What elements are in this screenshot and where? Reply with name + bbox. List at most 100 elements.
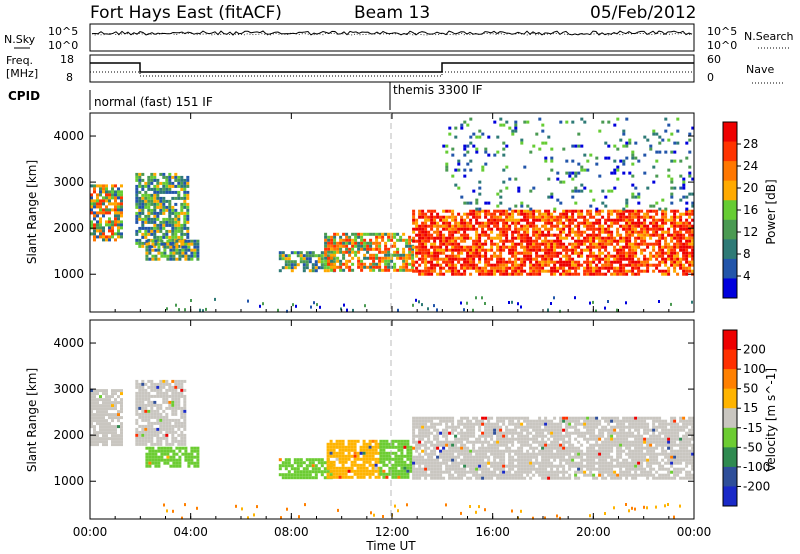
power-cell xyxy=(156,193,160,197)
velocity-cell xyxy=(144,439,148,443)
velocity-cell xyxy=(172,455,176,459)
velocity-cell xyxy=(403,472,407,476)
power-cell xyxy=(628,251,632,255)
velocity-cell xyxy=(523,458,527,462)
velocity-cell xyxy=(445,425,449,429)
velocity-cell xyxy=(379,442,383,446)
velocity-cell xyxy=(508,416,512,420)
velocity-cell xyxy=(463,425,467,429)
velocity-cell xyxy=(469,449,473,453)
power-cell xyxy=(682,263,686,267)
velocity-cell xyxy=(592,467,596,471)
velocity-cell xyxy=(308,461,312,465)
velocity-cell xyxy=(147,433,151,437)
velocity-cell xyxy=(508,428,512,432)
power-cell xyxy=(147,178,151,182)
power-cell xyxy=(151,254,155,258)
velocity-cell xyxy=(377,469,381,473)
velocity-cell xyxy=(484,473,488,477)
power-cell xyxy=(183,199,187,203)
power-cell xyxy=(193,254,197,258)
velocity-cell xyxy=(574,473,578,477)
power-cell xyxy=(601,263,605,267)
power-cell xyxy=(430,209,434,213)
power-cell xyxy=(643,135,647,139)
power-cell xyxy=(451,266,455,270)
power-cell xyxy=(607,144,611,148)
power-cell xyxy=(562,260,566,264)
power-cell xyxy=(535,248,539,252)
power-cell xyxy=(111,208,114,212)
power-cell xyxy=(565,212,569,216)
power-cell xyxy=(586,233,590,237)
power-cell xyxy=(634,141,638,145)
power-cell xyxy=(366,232,370,236)
power-cell xyxy=(340,307,342,311)
velocity-cell xyxy=(347,469,351,473)
power-cell xyxy=(421,233,425,237)
power-cell xyxy=(565,218,569,222)
power-cell xyxy=(360,247,364,251)
power-cell xyxy=(445,165,449,169)
velocity-cell xyxy=(385,475,389,479)
velocity-cell xyxy=(320,461,324,465)
velocity-cell xyxy=(159,394,163,398)
power-cell xyxy=(168,205,172,209)
power-cell xyxy=(187,248,191,252)
velocity-cell xyxy=(141,424,145,428)
velocity-cell xyxy=(505,437,509,441)
velocity-cell xyxy=(147,400,151,404)
power-cell xyxy=(478,254,482,258)
power-cell xyxy=(553,245,557,249)
velocity-cell xyxy=(326,442,330,446)
power-cell xyxy=(631,254,635,258)
velocity-cell xyxy=(502,458,506,462)
velocity-cell xyxy=(562,428,566,432)
power-cell xyxy=(454,242,458,246)
velocity-cell xyxy=(520,470,524,474)
power-cell xyxy=(661,269,665,273)
power-cell xyxy=(565,263,569,267)
power-cell xyxy=(502,141,506,145)
power-cell xyxy=(396,268,400,272)
velocity-cell xyxy=(514,431,518,435)
power-cell xyxy=(363,247,367,251)
velocity-cell xyxy=(90,437,93,441)
velocity-cell xyxy=(565,419,569,423)
power-cell xyxy=(293,266,297,270)
velocity-cell xyxy=(442,449,446,453)
power-cell xyxy=(424,272,428,276)
velocity-cell xyxy=(332,448,336,452)
power-cell xyxy=(460,215,464,219)
velocity-cell xyxy=(556,476,560,480)
power-cell xyxy=(583,221,587,225)
power-cell xyxy=(634,272,638,276)
velocity-cell xyxy=(421,434,425,438)
power-cell xyxy=(496,204,500,208)
power-cell xyxy=(532,144,536,148)
power-cell xyxy=(559,233,563,237)
power-cell xyxy=(308,257,312,261)
velocity-cell xyxy=(418,428,422,432)
power-cell xyxy=(532,257,536,261)
power-cell xyxy=(360,244,364,248)
power-cell xyxy=(595,266,599,270)
power-cell xyxy=(475,147,479,151)
power-cell xyxy=(526,242,530,246)
power-cell xyxy=(547,209,551,213)
power-cell xyxy=(610,236,614,240)
velocity-cell xyxy=(481,431,485,435)
velocity-cell xyxy=(96,413,99,417)
velocity-cell xyxy=(475,470,479,474)
velocity-cell xyxy=(156,436,160,440)
velocity-cell xyxy=(595,440,599,444)
power-cell xyxy=(679,257,683,261)
power-cell xyxy=(433,263,437,267)
power-cell xyxy=(538,236,542,240)
velocity-cell xyxy=(430,449,434,453)
power-cell xyxy=(637,224,641,228)
power-cell xyxy=(457,242,461,246)
power-cell xyxy=(278,254,282,258)
velocity-cell xyxy=(163,449,167,453)
power-cell xyxy=(418,230,422,234)
